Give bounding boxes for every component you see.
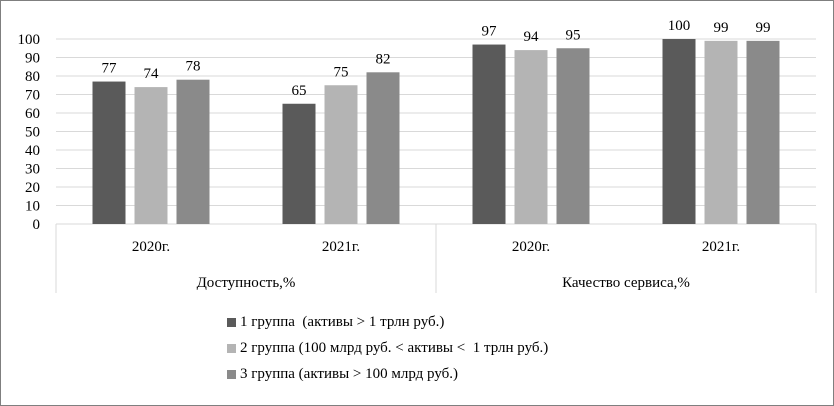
y-tick-label: 10 [25,199,40,215]
y-tick-label: 0 [33,217,41,233]
legend-swatch [227,369,236,379]
y-tick-label: 50 [25,125,40,141]
data-label: 74 [144,66,160,82]
legend-label: 3 группа (активы > 100 млрд руб.) [240,365,459,382]
data-label: 97 [482,24,498,40]
legend-swatch [227,343,236,353]
legend-label: 2 группа (100 млрд руб. < активы < 1 трл… [240,339,549,356]
category-group-label: Доступность,% [197,275,296,291]
legend-swatch [227,317,236,327]
x-tick-label: 2021г. [322,239,360,255]
y-tick-label: 70 [25,88,40,104]
legend-item: 1 группа (активы > 1 трлн руб.) [227,309,548,335]
bar [662,39,696,224]
bar [134,87,168,224]
bar [282,103,316,224]
data-label: 65 [292,83,307,99]
legend-label: 1 группа (активы > 1 трлн руб.) [240,313,445,330]
y-tick-label: 90 [25,51,40,67]
x-tick-label: 2020г. [512,239,550,255]
y-tick-label: 100 [18,32,41,48]
y-tick-label: 30 [25,162,40,178]
bar [556,48,590,224]
bar [176,79,210,224]
data-label: 82 [376,51,391,67]
bar [746,40,780,224]
legend: 1 группа (активы > 1 трлн руб.) 2 группа … [227,309,548,387]
y-tick-label: 60 [25,106,40,122]
legend-item: 3 группа (активы > 100 млрд руб.) [227,361,548,387]
bar [514,50,548,224]
y-tick-label: 20 [25,180,40,196]
bar [472,44,506,224]
bar [366,72,400,224]
x-tick-label: 2021г. [702,239,740,255]
y-tick-label: 80 [25,69,40,85]
data-label: 100 [668,18,691,34]
category-group-label: Качество сервиса,% [562,275,690,291]
bar [704,40,738,224]
bar [92,81,126,224]
data-label: 75 [334,64,349,80]
data-label: 99 [714,20,729,36]
legend-item: 2 группа (100 млрд руб. < активы < 1 трл… [227,335,548,361]
data-label: 94 [524,29,540,45]
bar [324,85,358,224]
data-label: 95 [566,27,581,43]
y-tick-label: 40 [25,143,40,159]
data-label: 78 [186,59,201,75]
x-tick-label: 2020г. [132,239,170,255]
data-label: 77 [102,61,118,77]
data-label: 99 [756,20,771,36]
